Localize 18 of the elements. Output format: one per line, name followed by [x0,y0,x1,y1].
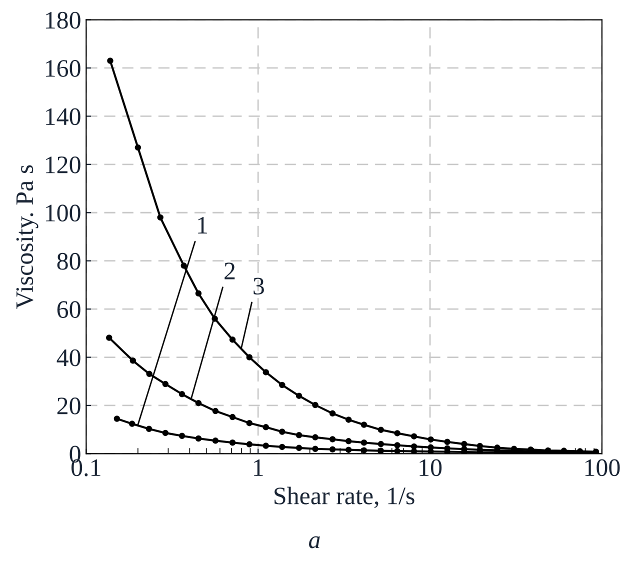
text: a [308,536,320,548]
y-tick-label: 120 [46,156,80,174]
y-tick-label: 40 [56,349,80,366]
x-tick-label: 100 [585,459,620,476]
annotation: 2 [224,262,235,280]
y-tick-label: 100 [46,204,80,222]
y-tick-label: 20 [57,398,80,414]
y-axis-title: Viscosity. Pa s [16,165,38,309]
y-tick-label: 160 [46,60,80,77]
x-axis-title: Shear rate, 1/s [274,486,414,508]
annotation: 3 [254,278,264,295]
y-tick-label: 140 [46,108,80,126]
x-tick-label: 10 [420,459,442,476]
y-tick-label: 80 [57,252,80,270]
x-tick-label: 1 [254,459,263,476]
annotation: 1 [198,216,207,234]
y-tick-label: 60 [57,301,80,318]
y-tick-label: 180 [46,12,80,29]
